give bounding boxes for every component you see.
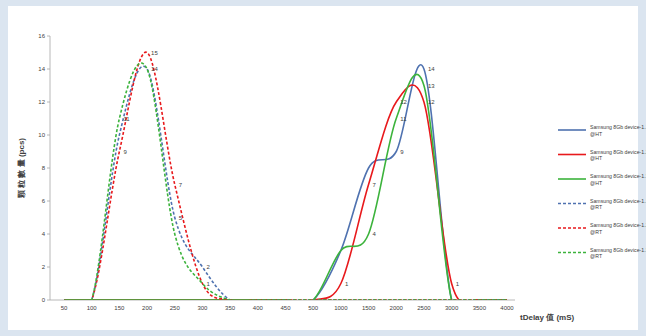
x-tick-label: 1000	[334, 305, 348, 311]
x-tick-label: 2000	[390, 305, 404, 311]
legend-label-line: @HT	[590, 131, 603, 137]
data-label: 12	[428, 99, 435, 105]
y-tick-label: 0	[42, 297, 46, 303]
legend-label-line: Samsung 8Gb device-1.20v	[590, 222, 646, 228]
data-label: 11	[400, 116, 407, 122]
series-line	[64, 63, 507, 300]
y-tick	[47, 168, 50, 169]
y-tick-label: 16	[38, 33, 45, 39]
data-label: 13	[428, 83, 435, 89]
x-tick-label: 250	[170, 305, 181, 311]
x-tick-label: 450	[280, 305, 291, 311]
legend-label-line: @RT	[590, 253, 603, 259]
legend-label-line: Samsung 8Gb device-1.30v	[590, 247, 646, 253]
series-line	[64, 66, 507, 300]
background	[0, 0, 646, 336]
data-label: 1	[206, 281, 210, 287]
data-label: 7	[179, 182, 183, 188]
legend-label: Samsung 8Gb device-1.30v@HT	[590, 173, 646, 186]
series-line	[64, 52, 507, 300]
y-axis-title: 顆 粒 數 量 (pcs)	[17, 138, 26, 199]
y-tick	[47, 69, 50, 70]
y-tick-label: 14	[38, 66, 45, 72]
data-label: 14	[428, 66, 435, 72]
y-tick	[47, 102, 50, 103]
legend-label: Samsung 8Gb device-1.14v@RT	[590, 198, 646, 211]
x-tick-label: 3000	[445, 305, 459, 311]
x-tick-label: 2500	[417, 305, 431, 311]
series-line	[64, 85, 507, 300]
x-tick-label: 200	[142, 305, 153, 311]
x-tick-label: 100	[87, 305, 98, 311]
y-tick-label: 8	[42, 165, 46, 171]
legend-swatch	[558, 252, 586, 254]
chart-area	[8, 6, 638, 330]
data-label: 9	[123, 149, 127, 155]
x-axis-title: tDelay 值 (mS)	[520, 313, 575, 322]
legend-label-line: Samsung 8Gb device-1.30v	[590, 173, 646, 179]
legend-label-line: @HT	[590, 155, 603, 161]
x-tick-label: 300	[197, 305, 208, 311]
legend-swatch	[558, 203, 586, 205]
legend-label-line: @RT	[590, 204, 603, 210]
x-tick-label: 50	[61, 305, 68, 311]
legend-label: Samsung 8Gb device-1.14v@HT	[590, 124, 646, 137]
legend-label-line: @HT	[590, 180, 603, 186]
data-label: 1	[456, 281, 460, 287]
plot-lines	[64, 52, 507, 300]
legend-label-line: Samsung 8Gb device-1.20v	[590, 149, 646, 155]
data-label: 15	[151, 50, 158, 56]
x-tick-label: 150	[114, 305, 125, 311]
legend-label: Samsung 8Gb device-1.30v@RT	[590, 247, 646, 260]
legend-label-line: @RT	[590, 229, 603, 235]
data-label: 5	[179, 215, 183, 221]
legend-label-line: Samsung 8Gb device-1.14v	[590, 198, 646, 204]
x-tick-label: 400	[253, 305, 264, 311]
legend-swatch	[558, 178, 586, 180]
legend-swatch	[558, 154, 586, 156]
y-tick-label: 2	[42, 264, 46, 270]
legend-swatch	[558, 129, 586, 131]
data-label: 2	[206, 264, 210, 270]
x-tick-label: 500	[308, 305, 319, 311]
y-tick-label: 6	[42, 198, 46, 204]
y-tick	[47, 234, 50, 235]
legend-swatch	[558, 227, 586, 229]
data-label: 1	[345, 281, 349, 287]
x-tick-label: 1500	[362, 305, 376, 311]
y-tick	[47, 300, 50, 301]
y-tick-label: 4	[42, 231, 46, 237]
data-label: 11	[123, 116, 130, 122]
data-label: 9	[400, 149, 404, 155]
y-tick	[47, 267, 50, 268]
y-tick	[47, 36, 50, 37]
x-tick-label: 3500	[473, 305, 487, 311]
y-tick-label: 12	[38, 99, 45, 105]
chart: 0246810121416501001502002503003504004505…	[0, 0, 646, 336]
x-tick-label: 350	[225, 305, 236, 311]
y-tick	[47, 135, 50, 136]
data-label: 12	[400, 99, 407, 105]
y-tick	[47, 201, 50, 202]
legend-label-line: Samsung 8Gb device-1.14v	[590, 124, 646, 130]
x-tick-label: 4000	[500, 305, 514, 311]
legend-label: Samsung 8Gb device-1.20v@HT	[590, 149, 646, 162]
data-label: 14	[151, 66, 158, 72]
legend-label: Samsung 8Gb device-1.20v@RT	[590, 222, 646, 235]
data-label: 7	[373, 182, 377, 188]
data-label: 4	[373, 231, 377, 237]
series-line	[64, 74, 507, 300]
y-tick-label: 10	[38, 132, 45, 138]
